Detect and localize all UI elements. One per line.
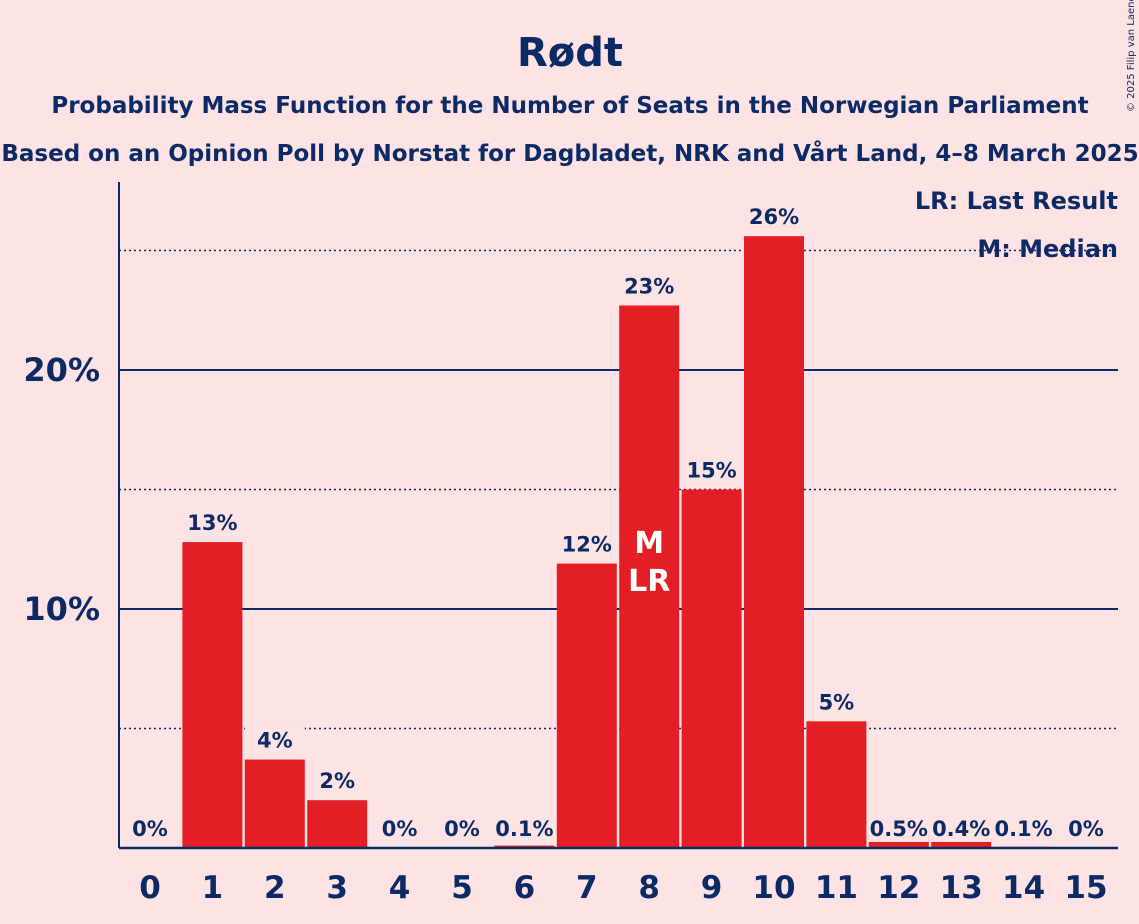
bar-7 <box>556 563 617 848</box>
x-tick-label-8: 8 <box>638 870 660 906</box>
data-label-bg <box>868 816 929 842</box>
last-result-marker: LR <box>628 564 670 599</box>
data-labels-group: 0%13%4%2%0% 0% 0.1%12%23%15%26%5%0.5% 0.4% 0… <box>120 204 1116 842</box>
data-label-10: 26% <box>749 205 799 229</box>
x-tick-label-10: 10 <box>752 870 795 906</box>
bar-8 <box>619 305 680 849</box>
legend-median: M: Median <box>977 235 1118 263</box>
chart-subtitle: Probability Mass Function for the Number… <box>51 93 1088 119</box>
data-label-bg <box>369 816 430 842</box>
copyright-notice: © 2025 Filip van Laenen <box>1126 0 1137 112</box>
data-label-bg <box>244 727 305 754</box>
bar-12 <box>868 836 929 848</box>
x-tick-label-4: 4 <box>389 870 411 906</box>
data-label-6: 0.1% <box>495 817 553 841</box>
x-tick-label-5: 5 <box>451 870 473 906</box>
x-tick-label-3: 3 <box>326 870 348 906</box>
data-label-bg <box>681 457 742 484</box>
x-tick-label-7: 7 <box>576 870 598 906</box>
x-tick-label-6: 6 <box>514 870 536 906</box>
x-tick-label-14: 14 <box>1002 870 1045 906</box>
x-tick-label-12: 12 <box>877 870 920 906</box>
chart-title: Rødt <box>517 30 623 76</box>
data-label-bg <box>556 531 617 558</box>
bar-2 <box>244 759 305 848</box>
bar-13 <box>931 838 992 848</box>
bars-group <box>182 236 1054 849</box>
data-label-bg <box>993 816 1054 842</box>
x-tick-label-0: 0 <box>139 870 161 906</box>
gridlines <box>119 249 1118 730</box>
data-label-1: 13% <box>187 511 237 535</box>
bar-1 <box>182 542 243 848</box>
data-label-bg <box>182 510 243 537</box>
x-tick-label-13: 13 <box>940 870 983 906</box>
bar-11 <box>806 721 867 848</box>
data-label-bg <box>931 816 992 842</box>
data-label-bg <box>806 689 867 716</box>
y-tick-label: 10% <box>23 590 100 628</box>
data-label-bg <box>744 204 804 231</box>
bar-9 <box>681 489 742 848</box>
data-label-12: 0.5% <box>870 817 928 841</box>
data-label-bg <box>120 816 180 842</box>
data-label-11: 5% <box>819 690 855 714</box>
x-tick-label-9: 9 <box>701 870 723 906</box>
data-label-14: 0.1% <box>994 817 1052 841</box>
data-label-bg <box>494 816 555 842</box>
data-label-15: 0% <box>1068 817 1104 841</box>
median-marker: M <box>634 526 664 561</box>
x-tick-label-11: 11 <box>815 870 858 906</box>
x-tick-label-1: 1 <box>202 870 224 906</box>
data-label-8: 23% <box>624 274 674 298</box>
data-label-bg <box>307 768 368 795</box>
data-label-7: 12% <box>562 533 612 557</box>
data-label-4: 0% <box>382 817 418 841</box>
y-tick-label: 20% <box>23 351 100 389</box>
data-label-3: 2% <box>319 769 355 793</box>
bar-10 <box>744 236 804 848</box>
data-label-bg <box>619 273 680 300</box>
chart-subtitle-poll: Based on an Opinion Poll by Norstat for … <box>1 140 1138 167</box>
data-label-0: 0% <box>132 817 168 841</box>
axes-group: 10%20%0 1 2 3 4 5 6 7 8 9 10 11 12 13 14 15 <box>23 182 1118 906</box>
data-label-5: 0% <box>444 817 480 841</box>
legend-last-result: LR: Last Result <box>915 187 1118 215</box>
data-label-13: 0.4% <box>932 817 990 841</box>
bar-3 <box>307 800 368 848</box>
x-tick-label-2: 2 <box>264 870 286 906</box>
data-label-2: 4% <box>257 729 293 753</box>
data-label-bg <box>432 816 492 842</box>
data-label-9: 15% <box>686 459 736 483</box>
data-label-bg <box>1056 816 1116 842</box>
x-tick-label-15: 15 <box>1064 870 1107 906</box>
